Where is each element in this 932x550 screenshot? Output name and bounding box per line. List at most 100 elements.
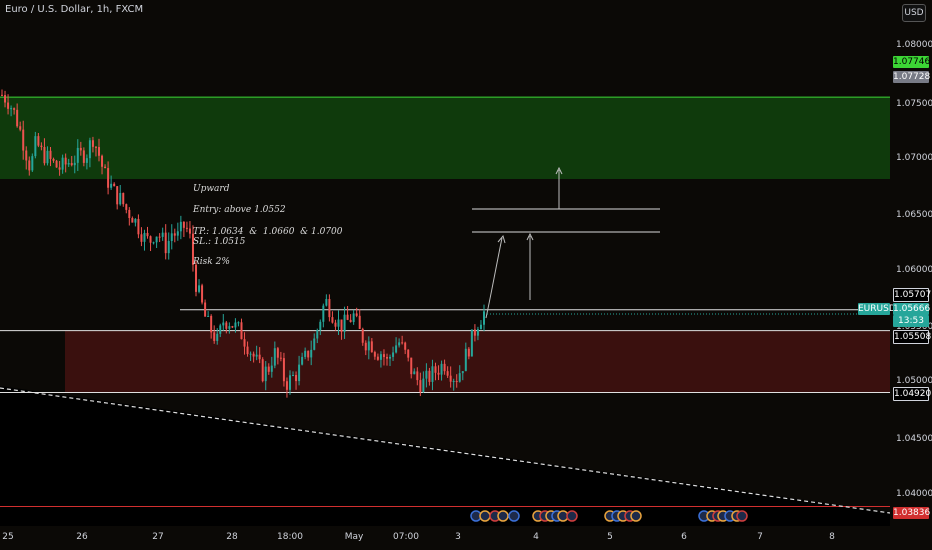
candle-body bbox=[73, 162, 76, 166]
candle-body bbox=[422, 378, 425, 392]
annotation-entry: Entry: above 1.0552 bbox=[193, 205, 286, 215]
event-icon[interactable] bbox=[566, 510, 578, 522]
price-axis-label: 1.04500 bbox=[896, 434, 932, 444]
candle-body bbox=[476, 329, 479, 336]
time-axis-label: 27 bbox=[152, 532, 164, 542]
candle-body bbox=[237, 322, 240, 324]
candle-body bbox=[155, 236, 158, 243]
candle-body bbox=[219, 325, 222, 334]
candle-body bbox=[452, 381, 455, 383]
candle-body bbox=[382, 354, 385, 358]
candle-body bbox=[28, 160, 31, 171]
candle-body bbox=[131, 218, 134, 223]
candle-body bbox=[285, 381, 288, 390]
candle-body bbox=[301, 356, 304, 365]
candle-body bbox=[1, 94, 3, 96]
candle-body bbox=[216, 333, 219, 341]
candle-body bbox=[107, 168, 110, 188]
candle-body bbox=[140, 234, 143, 242]
candle-body bbox=[255, 354, 258, 357]
candle-body bbox=[94, 146, 97, 148]
candle-body bbox=[31, 156, 34, 171]
candle-body bbox=[231, 326, 234, 328]
candle-body bbox=[101, 155, 104, 167]
time-axis-label: 28 bbox=[226, 532, 238, 542]
annotation-direction: Upward bbox=[193, 184, 230, 194]
event-icon[interactable] bbox=[508, 510, 520, 522]
dashed-trendline bbox=[0, 387, 891, 514]
candle-body bbox=[461, 371, 464, 374]
candle-body bbox=[479, 324, 482, 330]
candle-body bbox=[207, 315, 210, 317]
event-icon[interactable] bbox=[497, 510, 509, 522]
candle-body bbox=[298, 364, 301, 382]
candle-body bbox=[446, 371, 449, 376]
candle-body bbox=[434, 366, 437, 373]
candle-body bbox=[158, 236, 161, 238]
candle-body bbox=[191, 233, 194, 265]
arrow-head bbox=[555, 166, 563, 175]
candle-body bbox=[343, 314, 346, 332]
event-icon[interactable] bbox=[630, 510, 642, 522]
candle-body bbox=[185, 227, 188, 229]
time-axis-label: 4 bbox=[533, 532, 539, 542]
candle-body bbox=[407, 349, 410, 358]
candle-body bbox=[70, 163, 73, 166]
candle-body bbox=[52, 158, 55, 161]
candle-body bbox=[10, 108, 13, 110]
candle-body bbox=[170, 233, 173, 242]
candle-body bbox=[428, 370, 431, 382]
candle-body bbox=[98, 147, 101, 156]
candle-body bbox=[367, 341, 370, 351]
candle-body bbox=[152, 242, 155, 244]
candle-body bbox=[201, 285, 204, 303]
time-axis-label: 7 bbox=[757, 532, 763, 542]
candle-body bbox=[252, 353, 255, 357]
candle-body bbox=[464, 348, 467, 372]
candle-body bbox=[261, 359, 264, 382]
candle-body bbox=[279, 357, 282, 359]
candle-body bbox=[358, 315, 361, 329]
price-tag-level-mid: 1.05508 bbox=[893, 330, 932, 344]
candle-body bbox=[295, 375, 298, 382]
candle-body bbox=[188, 228, 191, 234]
candle-body bbox=[37, 136, 40, 146]
candle-body bbox=[346, 314, 349, 320]
price-axis-label: 1.05000 bbox=[896, 376, 932, 386]
candle-body bbox=[355, 313, 358, 316]
candle-body bbox=[40, 145, 43, 148]
arrow-head bbox=[497, 234, 506, 244]
candle-body bbox=[161, 232, 164, 237]
candle-body bbox=[79, 147, 82, 151]
event-icon[interactable] bbox=[479, 510, 491, 522]
supply-zone bbox=[0, 97, 890, 179]
candle-body bbox=[19, 126, 22, 130]
candle-body bbox=[88, 140, 91, 159]
candle-body bbox=[125, 204, 128, 210]
candle-body bbox=[128, 209, 131, 219]
event-icon[interactable] bbox=[736, 510, 748, 522]
candle-body bbox=[34, 136, 37, 157]
candle-body bbox=[282, 358, 285, 382]
currency-button[interactable]: USD bbox=[902, 4, 926, 22]
price-axis-label: 1.06000 bbox=[896, 265, 932, 275]
time-axis-label: 26 bbox=[76, 532, 88, 542]
candle-body bbox=[195, 264, 198, 292]
candle-body bbox=[404, 342, 407, 350]
candle-body bbox=[267, 366, 270, 372]
time-axis-label: 3 bbox=[455, 532, 461, 542]
candle-body bbox=[64, 157, 67, 165]
time-axis-panel bbox=[0, 526, 890, 550]
candle-body bbox=[137, 218, 140, 235]
candle-body bbox=[307, 350, 310, 358]
candle-body bbox=[249, 353, 252, 355]
candle-body bbox=[467, 348, 470, 357]
candle-body bbox=[258, 354, 261, 360]
candle-body bbox=[173, 233, 176, 236]
candle-body bbox=[240, 322, 243, 340]
time-axis-label: 6 bbox=[681, 532, 687, 542]
annotation-tp: TP.: 1.0634 & 1.0660 & 1.0700 bbox=[193, 227, 343, 237]
candle-body bbox=[113, 183, 116, 187]
